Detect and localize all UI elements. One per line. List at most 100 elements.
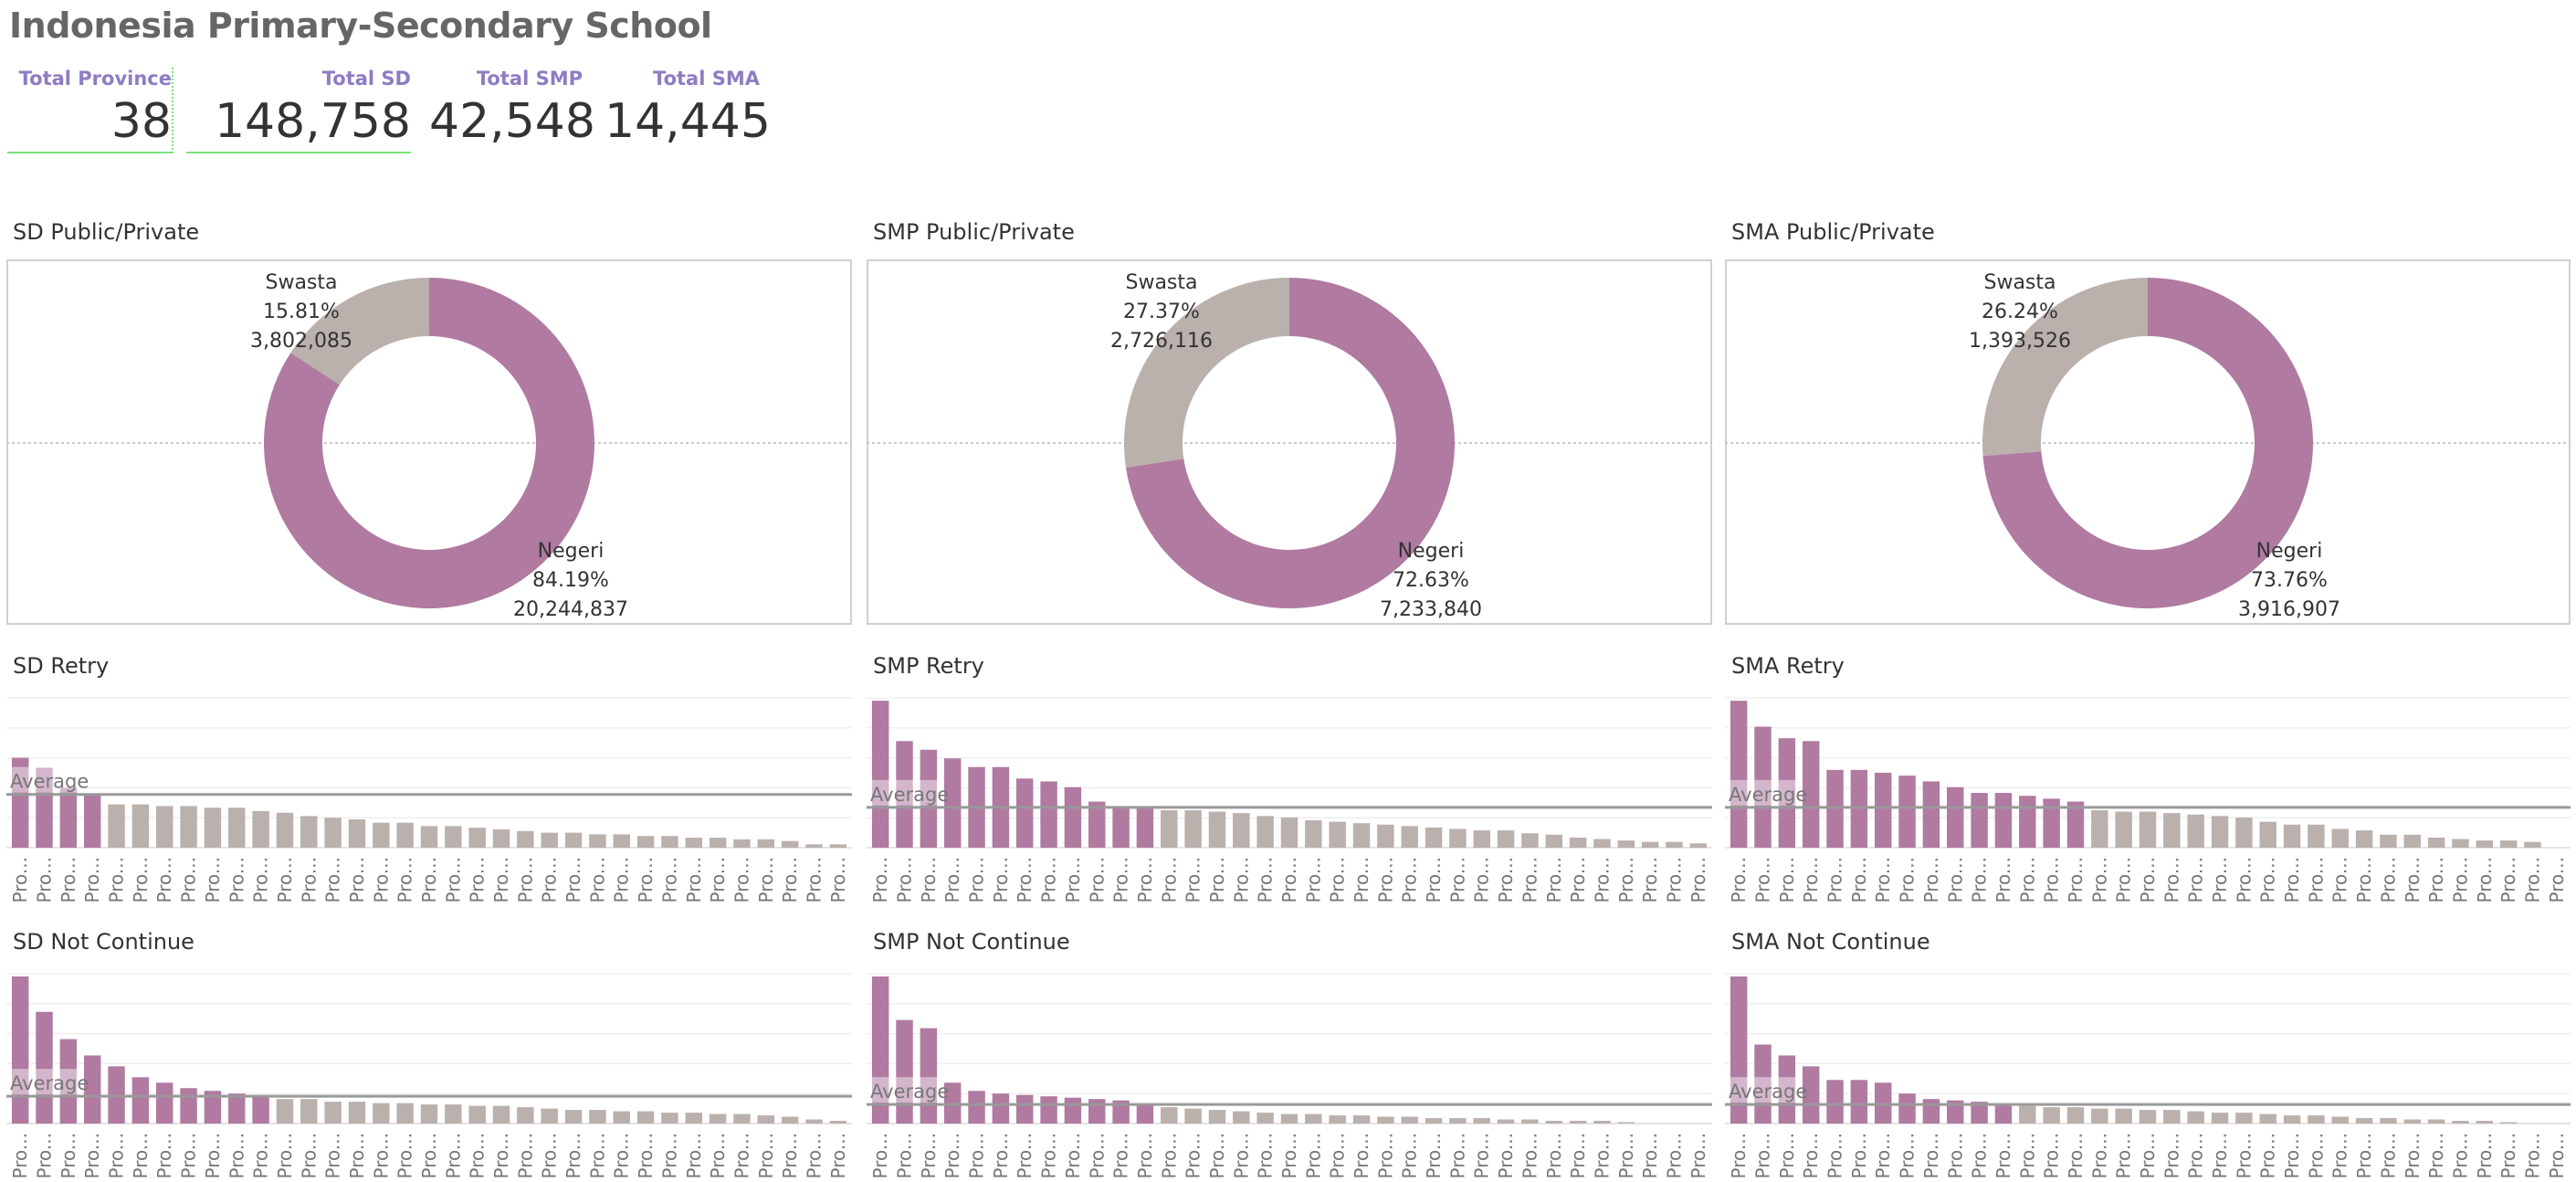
bar[interactable]	[2308, 1115, 2325, 1124]
bar[interactable]	[2259, 821, 2276, 848]
bar[interactable]	[636, 836, 655, 848]
bar[interactable]	[1617, 1122, 1635, 1124]
bar[interactable]	[131, 804, 150, 848]
bar[interactable]	[2355, 830, 2373, 848]
bar[interactable]	[2476, 840, 2494, 848]
bar[interactable]	[1064, 786, 1082, 848]
bar[interactable]	[733, 1113, 751, 1124]
bar[interactable]	[1569, 1121, 1587, 1124]
bar[interactable]	[2139, 1110, 2157, 1124]
bar[interactable]	[733, 839, 751, 848]
bar[interactable]	[1947, 1100, 1964, 1124]
bar[interactable]	[396, 822, 414, 848]
bar[interactable]	[2331, 1116, 2349, 1124]
bar[interactable]	[1352, 1115, 1371, 1124]
bar[interactable]	[1329, 821, 1346, 848]
bar[interactable]	[541, 832, 558, 848]
bar[interactable]	[2115, 1108, 2132, 1124]
bar[interactable]	[1136, 807, 1154, 848]
bar[interactable]	[324, 818, 342, 848]
bar[interactable]	[829, 844, 847, 848]
bar[interactable]	[59, 1039, 78, 1124]
bar[interactable]	[2235, 817, 2253, 848]
bar[interactable]	[1593, 1121, 1611, 1124]
bar[interactable]	[1730, 701, 1748, 848]
bar[interactable]	[1850, 769, 1868, 848]
bar[interactable]	[1569, 837, 1587, 848]
kpi-total-sma[interactable]: Total SMA 14,445	[605, 68, 771, 150]
bar[interactable]	[1184, 1108, 1202, 1124]
bar[interactable]	[1329, 1115, 1346, 1124]
bar[interactable]	[2380, 834, 2397, 848]
bar[interactable]	[1802, 741, 1820, 848]
bar[interactable]	[1689, 843, 1708, 848]
bar[interactable]	[2476, 1121, 2494, 1124]
bar[interactable]	[2403, 1119, 2421, 1124]
bar[interactable]	[2163, 1110, 2181, 1124]
bar[interactable]	[1208, 811, 1226, 848]
bar[interactable]	[2427, 837, 2445, 848]
bar[interactable]	[445, 1104, 462, 1124]
kpi-total-smp[interactable]: Total SMP 42,548	[429, 68, 595, 150]
bar[interactable]	[757, 839, 775, 848]
bar[interactable]	[1730, 976, 1748, 1124]
bar[interactable]	[2066, 801, 2085, 848]
bar[interactable]	[2043, 798, 2060, 848]
bar[interactable]	[1545, 1121, 1562, 1124]
bar[interactable]	[517, 1107, 534, 1124]
bar[interactable]	[36, 767, 53, 848]
bar[interactable]	[1161, 810, 1178, 848]
bar[interactable]	[1280, 1113, 1299, 1124]
bar[interactable]	[131, 1077, 150, 1124]
bar[interactable]	[613, 834, 630, 848]
bar[interactable]	[757, 1115, 775, 1124]
bar[interactable]	[1971, 1102, 1988, 1124]
donut-slice-negeri[interactable]	[1126, 278, 1455, 608]
bar[interactable]	[1136, 1104, 1154, 1124]
bar[interactable]	[2524, 841, 2541, 848]
bar[interactable]	[252, 1096, 269, 1124]
bar[interactable]	[2499, 1122, 2518, 1124]
bar[interactable]	[2452, 1121, 2469, 1124]
bar[interactable]	[1473, 830, 1490, 848]
bar[interactable]	[2115, 811, 2132, 848]
bar[interactable]	[1305, 820, 1322, 848]
bar[interactable]	[420, 1104, 438, 1124]
bar[interactable]	[1617, 840, 1635, 848]
bar[interactable]	[2211, 816, 2229, 848]
bar[interactable]	[709, 838, 727, 848]
bar[interactable]	[2403, 834, 2421, 848]
bar[interactable]	[541, 1108, 558, 1124]
bar[interactable]	[2066, 1107, 2085, 1124]
bar[interactable]	[492, 828, 510, 848]
bar[interactable]	[1898, 1093, 1916, 1124]
bar[interactable]	[896, 1019, 913, 1124]
bar[interactable]	[300, 1099, 318, 1124]
bar[interactable]	[871, 976, 889, 1124]
bar[interactable]	[1088, 1099, 1106, 1124]
bar[interactable]	[589, 1110, 606, 1124]
bar[interactable]	[1826, 1080, 1844, 1124]
bar[interactable]	[781, 1116, 799, 1124]
bar-chart-sma-not-continue[interactable]: Pro... Pro... Pro... Pro... Pro... Pro... Pro.…	[1725, 963, 2571, 1182]
bar[interactable]	[11, 976, 29, 1124]
bar[interactable]	[920, 1028, 938, 1124]
bar[interactable]	[1826, 769, 1844, 848]
bar[interactable]	[636, 1111, 655, 1124]
bar[interactable]	[180, 1088, 197, 1124]
bar[interactable]	[829, 1121, 847, 1124]
bar[interactable]	[1088, 801, 1106, 848]
bar[interactable]	[1064, 1097, 1082, 1124]
bar[interactable]	[468, 828, 486, 848]
bar[interactable]	[2163, 813, 2181, 848]
bar[interactable]	[1754, 726, 1772, 848]
bar[interactable]	[2499, 840, 2518, 848]
bar-chart-sma-retry[interactable]: Pro... Pro... Pro... Pro... Pro... Pro... Pro.…	[1725, 687, 2571, 913]
bar[interactable]	[2308, 824, 2325, 848]
bar[interactable]	[1545, 834, 1562, 848]
bar[interactable]	[1040, 781, 1057, 848]
bar[interactable]	[1449, 828, 1467, 849]
donut-chart-sma[interactable]: Negeri 73.76% 3,916,907 Swasta 26.24% 1,393,5…	[1725, 259, 2571, 625]
bar[interactable]	[1947, 786, 1964, 848]
bar[interactable]	[781, 840, 799, 848]
